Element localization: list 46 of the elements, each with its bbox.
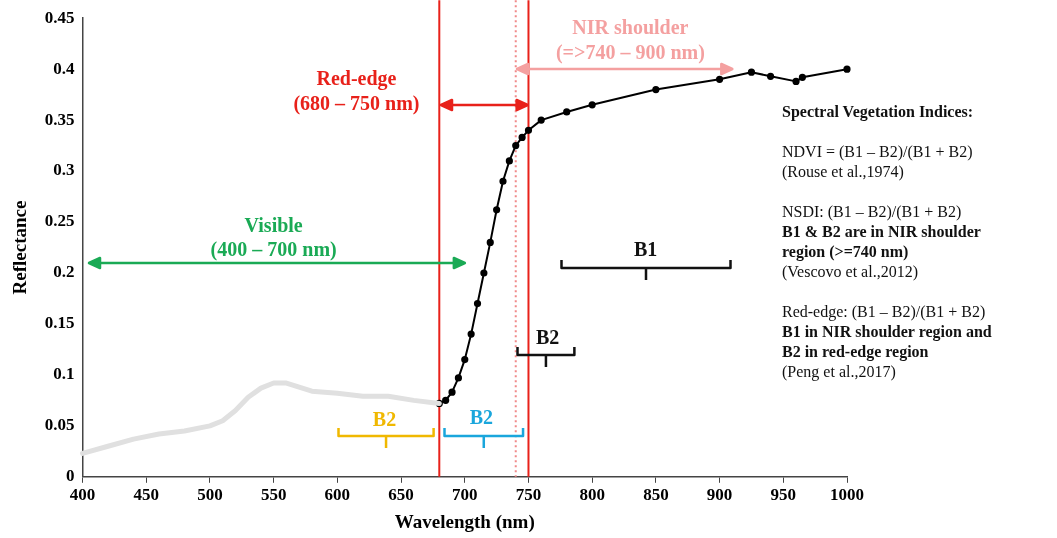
annotation: B2 <box>535 326 560 349</box>
x-tick-label: 1000 <box>830 485 864 505</box>
annotation: B1 & B2 are in NIR shoulder <box>782 222 982 242</box>
y-tick-label: 0.3 <box>53 160 75 180</box>
x-tick-label: 850 <box>643 485 669 505</box>
annotation: (680 – 750 nm) <box>293 92 420 115</box>
x-tick-label: 750 <box>515 485 542 505</box>
y-tick-label: 0.1 <box>53 364 75 384</box>
x-tick-label: 400 <box>69 485 96 505</box>
x-tick-label: 550 <box>260 485 287 505</box>
annotation: B2 <box>372 407 397 430</box>
y-tick-label: 0.35 <box>44 109 75 129</box>
x-tick-label: 450 <box>133 485 159 505</box>
annotation: (Rouse et al.,1974) <box>782 162 905 182</box>
annotation: B1 <box>634 237 658 260</box>
annotation: (Peng et al.,2017) <box>782 362 897 382</box>
y-tick-label: 0.45 <box>44 7 75 27</box>
annotation: Red-edge: (B1 – B2)/(B1 + B2) <box>782 302 987 322</box>
annotation: Spectral Vegetation Indices: <box>782 102 975 122</box>
y-tick-label: 0.15 <box>44 313 75 333</box>
y-tick-label: 0.2 <box>53 262 75 282</box>
annotation: Red-edge <box>316 66 397 90</box>
annotation: region (>=740 nm) <box>782 242 910 262</box>
annotation: (Vescovo et al.,2012) <box>782 262 919 282</box>
y-axis-title: Reflectance <box>9 200 31 295</box>
x-tick-label: 800 <box>579 485 605 505</box>
annotation: (=>740 – 900 nm) <box>555 41 705 65</box>
annotation: NDVI = (B1 – B2)/(B1 + B2) <box>782 142 974 162</box>
x-tick-label: 950 <box>770 485 797 505</box>
x-tick-label: 900 <box>706 485 733 505</box>
y-tick-label: 0.4 <box>53 58 76 78</box>
annotation: Visible <box>244 214 303 237</box>
annotation: B2 <box>469 405 494 428</box>
x-axis-title: Wavelength (nm) <box>394 510 535 533</box>
annotation: NSDI: (B1 – B2)/(B1 + B2) <box>782 202 963 222</box>
x-tick-label: 700 <box>452 485 478 505</box>
annotation: NIR shoulder <box>572 15 689 38</box>
y-tick-label: 0.25 <box>44 211 75 231</box>
annotation: (400 – 700 nm) <box>210 237 337 261</box>
x-tick-label: 600 <box>324 485 351 505</box>
x-tick-label: 650 <box>388 485 414 505</box>
annotation: B2 in red-edge region <box>782 342 930 362</box>
y-tick-label: 0 <box>66 466 75 486</box>
annotation: B1 in NIR shoulder region and <box>782 322 993 342</box>
y-tick-label: 0.05 <box>44 415 75 435</box>
x-tick-label: 500 <box>197 485 223 505</box>
